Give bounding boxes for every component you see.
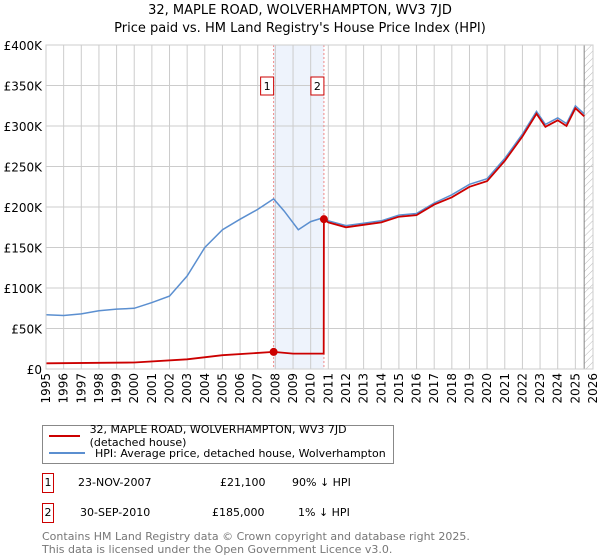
x-tick-label: 2014 [374,373,388,404]
legend-label: HPI: Average price, detached house, Wolv… [95,446,386,460]
sale-date: 23-NOV-2007 [78,476,152,489]
y-tick-label: £350K [4,80,44,94]
x-tick-label: 2022 [515,373,529,404]
y-tick-label: £250K [4,161,44,175]
x-tick-label: 1997 [74,373,88,404]
x-tick-label: 2008 [268,373,282,404]
legend-swatch-hpi [49,452,85,454]
chart-title: 32, MAPLE ROAD, WOLVERHAMPTON, WV3 7JD Pr… [0,2,600,38]
x-tick-label: 2021 [498,373,512,404]
sale-label-box [260,76,275,96]
x-tick-label: 2025 [568,373,582,404]
plot-frame [45,44,594,370]
table-row: 1 23-NOV-2007 £21,100 90% ↓ HPI [42,473,442,493]
y-tick-label: £200K [4,201,44,215]
sale-label: 2 [314,80,321,93]
x-tick-label: 1995 [39,373,53,404]
y-tick-label: £100K [4,282,44,296]
x-tick-label: 2019 [462,373,476,404]
legend-label: 32, MAPLE ROAD, WOLVERHAMPTON, WV3 7JD (… [89,423,347,449]
x-tick-label: 2007 [251,373,265,404]
legend-swatch-property [49,435,80,437]
sale-badge: 2 [42,503,54,523]
sale-badge: 1 [42,473,54,493]
sale-price: £21,100 [220,476,266,489]
sale-label: 1 [264,80,271,93]
sale-date: 30-SEP-2010 [80,506,151,519]
y-tick-label: £300K [4,120,44,134]
x-tick-label: 2024 [551,373,565,404]
x-tick-label: 2009 [286,373,300,404]
footer-line: Contains HM Land Registry data © Crown c… [42,530,470,543]
subtitle-line: Price paid vs. HM Land Registry's House … [114,21,486,36]
x-tick-label: 2004 [198,373,212,404]
y-tick-label: £400K [4,39,44,53]
x-tick-label: 2026 [586,373,600,404]
x-tick-label: 2016 [410,373,424,404]
x-tick-label: 2023 [533,373,547,404]
sale-price: £185,000 [212,506,265,519]
y-tick-label: £150K [4,242,44,256]
legend-item-property: 32, MAPLE ROAD, WOLVERHAMPTON, WV3 7JD (… [43,423,393,449]
x-tick-label: 2001 [145,373,159,404]
y-tick-label: £0 [27,363,42,377]
sale-hpi: 1% ↓ HPI [298,506,350,519]
x-tick-label: 2011 [321,373,335,404]
sale-point [319,215,328,224]
title-line: 32, MAPLE ROAD, WOLVERHAMPTON, WV3 7JD [148,3,452,18]
x-tick-label: 2012 [339,373,353,404]
x-tick-label: 2005 [215,373,229,404]
footer: Contains HM Land Registry data © Crown c… [42,530,470,556]
x-tick-label: 2015 [392,373,406,404]
x-tick-label: 2018 [445,373,459,404]
y-tick-label: £50K [11,323,43,337]
x-tick-label: 2010 [304,373,318,404]
footer-line: This data is licensed under the Open Gov… [42,543,393,556]
table-row: 2 30-SEP-2010 £185,000 1% ↓ HPI [42,503,442,523]
legend: 32, MAPLE ROAD, WOLVERHAMPTON, WV3 7JD (… [42,423,394,464]
legend-item-hpi: HPI: Average price, detached house, Wolv… [43,445,386,461]
x-tick-label: 2000 [127,373,141,404]
x-tick-label: 1996 [57,373,71,404]
x-tick-label: 2017 [427,373,441,404]
sale-hpi: 90% ↓ HPI [292,476,351,489]
sale-point [269,347,278,356]
price-chart: £0 £50K £100K £150K £200K £250K £300K £350K £400… [4,39,600,404]
x-tick-label: 2020 [480,373,494,404]
x-tick-label: 2013 [357,373,371,404]
x-tick-label: 1998 [92,373,106,404]
x-tick-label: 2002 [163,373,177,404]
x-tick-label: 1999 [110,373,124,404]
x-tick-label: 2006 [233,373,247,404]
x-tick-label: 2003 [180,373,194,404]
sale-label-box [310,76,325,96]
